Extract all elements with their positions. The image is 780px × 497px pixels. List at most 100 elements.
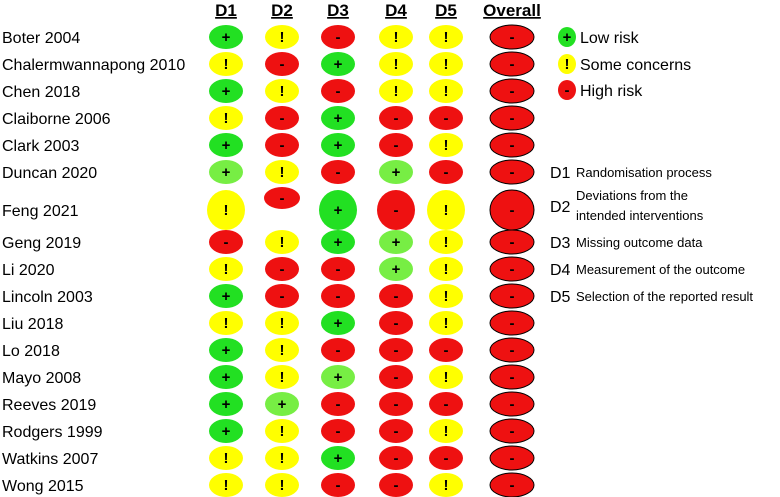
judgement-d5-high [429, 160, 463, 184]
judgement-symbol: + [334, 315, 343, 332]
judgement-d1-low [209, 338, 243, 362]
judgement-symbol: - [336, 261, 341, 278]
judgement-d4-high [379, 106, 413, 130]
judgement-d1-low [209, 365, 243, 389]
judgement-symbol: - [510, 450, 515, 467]
judgement-overall-high [489, 445, 535, 471]
study-label: Wong 2015 [2, 478, 84, 495]
judgement-d5-some [429, 230, 463, 254]
judgement-overall-high [489, 256, 535, 282]
domain-code-d4: D4 [550, 262, 571, 279]
judgement-d5-some [429, 257, 463, 281]
judgement-symbol: ! [444, 288, 449, 305]
judgement-symbol: ! [280, 164, 285, 181]
judgement-symbol: ! [280, 342, 285, 359]
domain-description: Deviations from the [576, 188, 688, 203]
legend-high-label: High risk [580, 83, 643, 100]
judgement-d4-high [379, 419, 413, 443]
judgement-d4-some [379, 79, 413, 103]
study-label: Lincoln 2003 [2, 289, 93, 306]
judgement-symbol: ! [280, 369, 285, 386]
judgement-d4-low [379, 257, 413, 281]
study-label: Liu 2018 [2, 316, 63, 333]
judgement-d3-high [321, 284, 355, 308]
study-label: Geng 2019 [2, 235, 81, 252]
judgement-symbol: - [444, 396, 449, 413]
judgement-symbol: - [280, 110, 285, 127]
judgement-symbol: - [394, 110, 399, 127]
judgement-d2-some [265, 230, 299, 254]
judgement-d1-some [209, 311, 243, 335]
judgement-d2-some [265, 446, 299, 470]
judgement-d2-some [265, 473, 299, 497]
judgement-overall-high [489, 78, 535, 104]
judgement-symbol: ! [280, 29, 285, 46]
judgement-d1-some [209, 106, 243, 130]
judgement-symbol: - [394, 450, 399, 467]
judgement-symbol: - [394, 396, 399, 413]
judgement-overall-high [489, 283, 535, 309]
judgement-symbol: - [394, 342, 399, 359]
study-label: Watkins 2007 [2, 451, 98, 468]
judgement-d4-high [379, 365, 413, 389]
legend-low-symbol: + [563, 29, 572, 46]
judgement-d1-some [209, 473, 243, 497]
judgement-d5-some [429, 365, 463, 389]
judgement-d1-some [209, 446, 243, 470]
judgement-d3-high [321, 392, 355, 416]
legend-low-label: Low risk [580, 30, 640, 47]
judgement-symbol: + [334, 369, 343, 386]
judgement-d3-high [321, 79, 355, 103]
column-header-overall: Overall [483, 1, 541, 20]
judgement-symbol: + [392, 234, 401, 251]
judgement-symbol: ! [444, 29, 449, 46]
legend-low-marker [558, 27, 576, 47]
judgement-d3-high [321, 257, 355, 281]
judgement-symbol: - [336, 83, 341, 100]
judgement-overall-high [489, 24, 535, 50]
judgement-symbol: ! [444, 202, 449, 219]
judgement-d1-high [209, 230, 243, 254]
judgement-overall-high [489, 418, 535, 444]
judgement-d5-some [429, 52, 463, 76]
judgement-d3-high [321, 473, 355, 497]
judgement-d4-low [379, 160, 413, 184]
legend-high-marker [558, 80, 576, 100]
judgement-overall-high [489, 105, 535, 131]
column-header-d4: D4 [385, 1, 407, 20]
judgement-symbol: ! [394, 56, 399, 73]
judgement-symbol: ! [394, 29, 399, 46]
column-header-d5: D5 [435, 1, 457, 20]
column-header-d2: D2 [271, 1, 293, 20]
judgement-symbol: ! [224, 110, 229, 127]
judgement-symbol: ! [280, 315, 285, 332]
domain-description: Randomisation process [576, 165, 712, 180]
judgement-d2-some [265, 160, 299, 184]
judgement-d2-some [265, 419, 299, 443]
study-label: Boter 2004 [2, 30, 80, 47]
judgement-d3-low [321, 365, 355, 389]
judgement-d2-some [265, 338, 299, 362]
judgement-overall-high [489, 229, 535, 255]
judgement-symbol: ! [280, 423, 285, 440]
judgement-symbol: - [280, 288, 285, 305]
study-label: Chalermwannapong 2010 [2, 57, 185, 74]
judgement-symbol: - [336, 288, 341, 305]
judgement-symbol: - [394, 288, 399, 305]
judgement-symbol: - [336, 477, 341, 494]
judgement-symbol: - [510, 315, 515, 332]
judgement-d2-high [265, 284, 299, 308]
judgement-overall-high [489, 391, 535, 417]
judgement-d4-some [379, 52, 413, 76]
domain-description: Selection of the reported result [576, 289, 753, 304]
judgement-d2-high [264, 187, 300, 209]
judgement-symbol: + [334, 137, 343, 154]
judgement-symbol: - [510, 477, 515, 494]
judgement-d2-high [265, 257, 299, 281]
study-label: Chen 2018 [2, 84, 80, 101]
judgement-d1-low [209, 25, 243, 49]
judgement-d4-high [379, 473, 413, 497]
legend-some-marker [558, 54, 576, 74]
legend-some-label: Some concerns [580, 57, 691, 74]
